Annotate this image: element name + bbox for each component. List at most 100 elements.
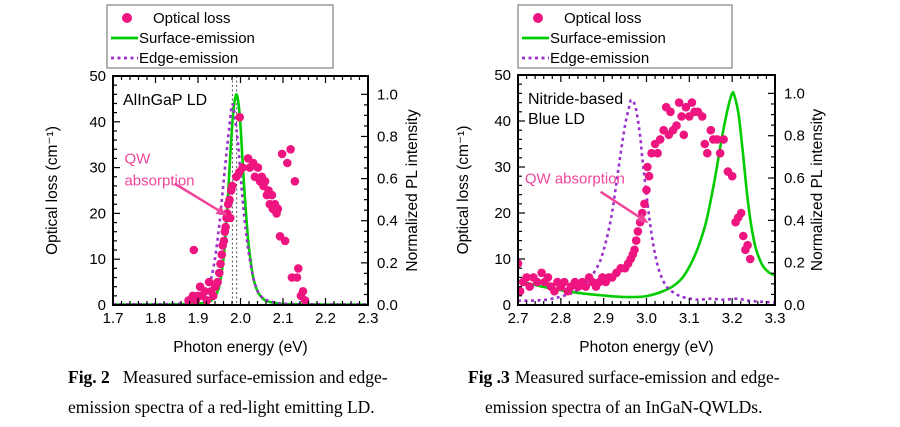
data-point	[647, 148, 656, 158]
data-point	[642, 185, 651, 195]
data-point	[706, 125, 716, 135]
data-point	[280, 236, 290, 246]
legend-box	[517, 4, 733, 69]
annotation-arrow	[173, 182, 219, 212]
data-point	[215, 268, 224, 278]
y-left-tick-label: 50	[89, 68, 106, 85]
annotation-arrowhead	[215, 206, 228, 216]
x-tick-label: 2.0	[230, 310, 251, 327]
y-left-tick-label: 20	[89, 205, 106, 222]
y-right-axis-label: Normalized PL intensity	[809, 109, 826, 271]
data-point	[235, 112, 244, 122]
figure-2-caption: Fig. 2 Measured surface-emission and edge…	[68, 362, 448, 422]
data-point	[715, 148, 725, 158]
data-point	[674, 98, 684, 107]
data-point	[697, 112, 707, 121]
qw-absorption-annotation: QW absorption	[525, 171, 625, 188]
data-point	[653, 148, 662, 158]
qw-absorption-annotation: absorption	[124, 173, 194, 190]
figure-2-tag: Fig. 2	[68, 367, 110, 387]
caption-line: emission spectra of an InGaN-QWLDs.	[468, 392, 848, 422]
edge-emission-curve	[113, 103, 368, 305]
figure-3-caption: Fig .3 Measured surface-emission and edge…	[468, 362, 848, 422]
surface-emission-curve	[518, 90, 775, 299]
data-point	[727, 171, 737, 181]
y-left-tick-label: 40	[494, 113, 511, 130]
y-right-tick-label: 0.0	[377, 297, 398, 314]
y-right-tick-label: 0.8	[377, 128, 398, 145]
data-point	[631, 236, 641, 245]
data-point	[655, 135, 665, 144]
data-point	[221, 222, 230, 232]
annotation-arrowhead	[636, 213, 649, 224]
data-point	[298, 287, 308, 296]
y-right-tick-label: 0.4	[784, 212, 805, 229]
y-left-tick-label: 40	[89, 114, 106, 131]
data-point	[736, 208, 746, 218]
caption-text-1: Measured surface-emission and edge-	[122, 367, 388, 387]
y-left-tick-label: 0	[503, 297, 511, 314]
y-right-tick-label: 0.6	[377, 171, 398, 188]
x-tick-label: 1.8	[145, 310, 166, 327]
figure-3-tag: Fig .3	[468, 367, 510, 387]
y-right-tick-label: 1.0	[784, 85, 805, 102]
x-tick-label: 1.9	[188, 310, 209, 327]
data-point	[550, 286, 559, 296]
data-point	[260, 177, 270, 186]
legend-dot-marker	[122, 13, 132, 23]
data-point	[560, 277, 569, 287]
chart-blue-ld: 2.7 2.8 2.9 3.0 3.1 3.2 3.3 0 10 20 30 40 50 0.0 0.2 0.…	[450, 0, 826, 362]
x-tick-label: 2.2	[315, 310, 336, 327]
y-left-axis-label: Optical loss (cm⁻¹)	[44, 126, 61, 255]
y-left-axis-label: Optical loss (cm⁻¹)	[455, 126, 472, 255]
qw-absorption-annotation: QW	[124, 151, 151, 168]
data-point	[672, 121, 681, 130]
data-point	[666, 107, 675, 117]
x-tick-label: 2.8	[550, 310, 571, 327]
data-point	[543, 273, 553, 282]
data-point	[637, 208, 647, 218]
x-tick-label: 3.2	[722, 310, 743, 327]
caption-line: Fig .3 Measured surface-emission and edge…	[468, 362, 848, 392]
data-point	[533, 277, 542, 287]
y-left-tick-label: 50	[494, 67, 511, 84]
data-point	[581, 282, 590, 291]
data-point	[267, 190, 277, 200]
data-point	[277, 149, 287, 159]
x-tick-label: 2.7	[508, 310, 529, 327]
y-left-tick-label: 0	[98, 297, 106, 314]
x-axis-label: Photon energy (eV)	[173, 339, 307, 356]
x-tick-label: 2.1	[273, 310, 294, 327]
legend-dot-marker	[533, 13, 543, 23]
data-point	[213, 277, 222, 287]
data-point	[216, 259, 225, 269]
data-point	[219, 236, 229, 246]
data-point	[703, 148, 712, 158]
legend-label: Edge-emission	[139, 50, 238, 67]
y-left-tick-label: 10	[89, 251, 106, 268]
x-tick-label: 3.0	[636, 310, 657, 327]
y-left-tick-label: 10	[494, 251, 511, 268]
annotation-arrow	[599, 190, 641, 219]
y-left-tick-label: 30	[494, 159, 511, 176]
data-point	[238, 163, 247, 172]
data-point	[643, 162, 652, 172]
chart-red-ld: 1.7 1.8 1.9 2.0 2.1 2.2 2.3 0 10 20 30 40 50 0.0 0.2 0.…	[0, 0, 421, 362]
legend-label: Optical loss	[564, 10, 642, 27]
legend-label: Edge-emission	[550, 50, 649, 67]
legend-box	[106, 4, 334, 69]
data-point	[200, 287, 210, 296]
caption-text-1: Measured surface-emission and edge-	[514, 367, 780, 387]
y-right-tick-label: 0.0	[784, 297, 805, 314]
data-point	[640, 199, 649, 209]
data-point	[290, 177, 300, 186]
caption-text-2: emission spectra of an InGaN-QWLDs.	[485, 397, 763, 417]
data-point	[225, 195, 234, 204]
chart-inner-title: Blue LD	[528, 111, 585, 128]
optical-loss-scatter	[518, 98, 755, 296]
legend-label: Surface-emission	[550, 30, 666, 47]
data-point	[209, 291, 218, 301]
data-point	[700, 139, 710, 149]
data-point	[228, 181, 237, 191]
